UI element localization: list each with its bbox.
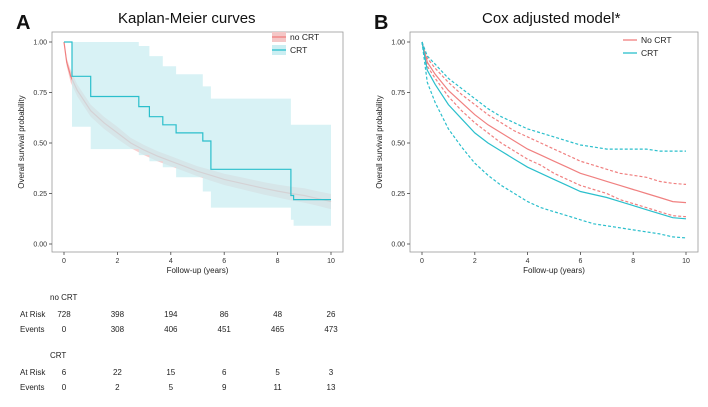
risk-row-label: Events [20,383,45,392]
risk-cell: 6 [61,368,67,377]
risk-cell: 728 [57,310,71,319]
legend-label-no-crt-b: No CRT [641,35,672,45]
y-tick-label-a: 1.00 [33,40,47,47]
risk-cell: 5 [275,368,280,377]
ci-upper-no-crt-b [421,41,687,185]
y-tick-label-a: 0.00 [33,242,47,249]
x-tick-label-a: 6 [222,258,226,265]
panel-a-title: Kaplan-Meier curves [118,10,256,27]
y-tick-label-b: 0.25 [391,191,405,198]
risk-cell: 451 [217,325,231,334]
legend-label-crt-a: CRT [290,45,307,55]
x-tick-label-a: 10 [327,258,335,265]
risk-cell: 6 [221,368,227,377]
risk-cell: 15 [166,368,176,377]
y-axis-label-b: Overall survival probability [375,95,384,188]
x-axis-label-b: Follow-up (years) [523,266,585,275]
plot-frame-a [51,31,344,253]
x-tick-label-b: 2 [473,258,477,265]
series-line-no-crt-b [421,41,687,204]
risk-cell: 398 [110,310,125,319]
risk-cell: 86 [219,310,229,319]
panel-b-title: Cox adjusted model* [482,10,621,27]
ci-lower-crt-b [421,41,687,239]
x-tick-label-b: 4 [526,258,530,265]
risk-cell: 0 [61,325,67,334]
risk-row-label: At Risk [20,368,46,377]
y-tick-label-b: 0.50 [391,141,405,148]
risk-row-label: At Risk [20,310,46,319]
risk-cell: 0 [61,383,67,392]
risk-cell: 194 [164,310,178,319]
risk-cell: 308 [110,325,125,334]
risk-group-label: no CRT [50,293,78,302]
x-tick-label-a: 8 [276,258,280,265]
risk-cell: 5 [168,383,174,392]
series-line-crt-b [421,41,687,220]
legend-label-no-crt-a: no CRT [290,32,319,42]
ci-band-crt-a [64,42,331,226]
y-tick-label-b: 0.75 [391,90,405,97]
legend-label-crt-b: CRT [641,48,658,58]
y-tick-label-b: 1.00 [391,40,405,47]
risk-cell: 13 [326,383,336,392]
y-tick-label-b: 0.00 [391,242,405,249]
ci-lower-no-crt-b [421,41,687,218]
y-tick-label-a: 0.50 [33,141,47,148]
x-tick-label-b: 6 [578,258,582,265]
y-tick-label-a: 0.25 [33,191,47,198]
x-tick-label-a: 4 [169,258,173,265]
x-tick-label-a: 0 [62,258,66,265]
plot-frame-b [409,31,699,253]
risk-cell: 26 [326,310,336,319]
x-tick-label-a: 2 [115,258,119,265]
panel-a-letter: A [16,12,31,34]
x-tick-label-b: 0 [420,258,424,265]
risk-cell: 11 [273,383,282,392]
x-axis-label-a: Follow-up (years) [167,266,229,275]
series-line-crt-a [64,41,331,201]
ci-upper-crt-b [421,41,686,152]
risk-cell: 473 [324,325,338,334]
risk-cell: 465 [270,325,285,334]
y-tick-label-a: 0.75 [33,90,47,97]
risk-cell: 406 [164,325,178,334]
risk-row-label: Events [20,325,45,334]
x-tick-label-b: 8 [631,258,635,265]
risk-cell: 22 [112,368,122,377]
risk-group-label: CRT [50,351,67,360]
y-axis-label-a: Overall survival probability [17,95,26,188]
risk-cell: 48 [273,310,283,319]
risk-cell: 9 [221,383,227,392]
x-tick-label-b: 10 [682,258,690,265]
risk-cell: 2 [115,383,120,392]
panel-b-letter: B [374,12,389,34]
risk-cell: 3 [328,368,334,377]
